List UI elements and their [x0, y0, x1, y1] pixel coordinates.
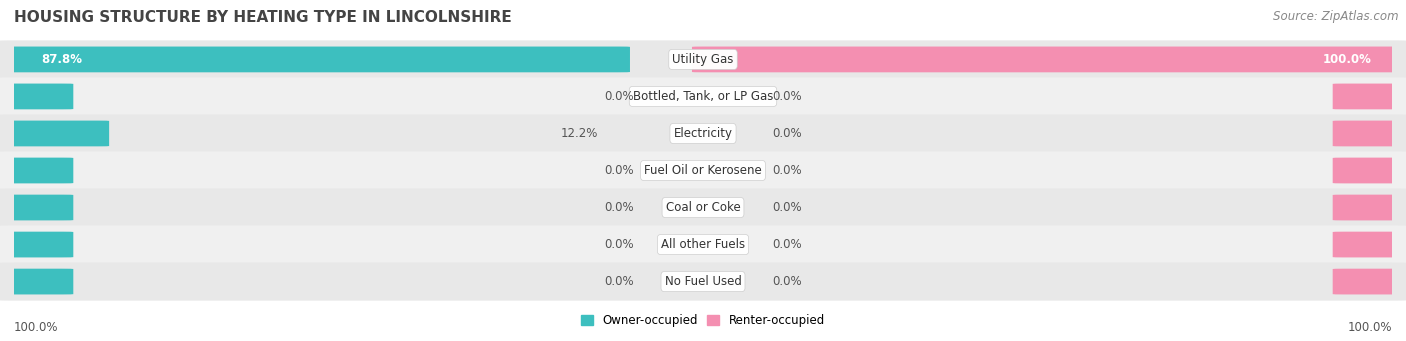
Text: 12.2%: 12.2%: [561, 127, 599, 140]
Text: 0.0%: 0.0%: [772, 238, 801, 251]
FancyBboxPatch shape: [3, 232, 73, 257]
Text: 0.0%: 0.0%: [772, 164, 801, 177]
FancyBboxPatch shape: [1333, 158, 1403, 183]
FancyBboxPatch shape: [692, 47, 1403, 72]
Text: 0.0%: 0.0%: [605, 90, 634, 103]
Text: 0.0%: 0.0%: [772, 127, 801, 140]
FancyBboxPatch shape: [0, 225, 1406, 264]
Text: Source: ZipAtlas.com: Source: ZipAtlas.com: [1274, 10, 1399, 23]
Text: 100.0%: 100.0%: [14, 321, 59, 334]
Text: Bottled, Tank, or LP Gas: Bottled, Tank, or LP Gas: [633, 90, 773, 103]
Text: 0.0%: 0.0%: [605, 238, 634, 251]
Text: 0.0%: 0.0%: [605, 164, 634, 177]
Text: HOUSING STRUCTURE BY HEATING TYPE IN LINCOLNSHIRE: HOUSING STRUCTURE BY HEATING TYPE IN LIN…: [14, 10, 512, 25]
FancyBboxPatch shape: [3, 195, 73, 220]
Text: 87.8%: 87.8%: [42, 53, 83, 66]
Text: 100.0%: 100.0%: [1347, 321, 1392, 334]
FancyBboxPatch shape: [0, 40, 1406, 78]
Text: 0.0%: 0.0%: [605, 275, 634, 288]
Text: Electricity: Electricity: [673, 127, 733, 140]
FancyBboxPatch shape: [1333, 269, 1403, 294]
FancyBboxPatch shape: [0, 77, 1406, 116]
FancyBboxPatch shape: [1333, 84, 1403, 109]
FancyBboxPatch shape: [0, 263, 1406, 301]
Text: 0.0%: 0.0%: [605, 201, 634, 214]
Text: 0.0%: 0.0%: [772, 275, 801, 288]
Text: All other Fuels: All other Fuels: [661, 238, 745, 251]
Text: 100.0%: 100.0%: [1323, 53, 1371, 66]
FancyBboxPatch shape: [3, 47, 630, 72]
Text: 0.0%: 0.0%: [772, 201, 801, 214]
FancyBboxPatch shape: [0, 151, 1406, 190]
FancyBboxPatch shape: [1333, 121, 1403, 146]
Text: Utility Gas: Utility Gas: [672, 53, 734, 66]
FancyBboxPatch shape: [3, 121, 110, 146]
Text: 0.0%: 0.0%: [772, 90, 801, 103]
FancyBboxPatch shape: [0, 115, 1406, 152]
FancyBboxPatch shape: [3, 269, 73, 294]
Text: No Fuel Used: No Fuel Used: [665, 275, 741, 288]
Text: Coal or Coke: Coal or Coke: [665, 201, 741, 214]
FancyBboxPatch shape: [3, 84, 73, 109]
FancyBboxPatch shape: [0, 189, 1406, 226]
FancyBboxPatch shape: [1333, 195, 1403, 220]
Legend: Owner-occupied, Renter-occupied: Owner-occupied, Renter-occupied: [576, 309, 830, 332]
FancyBboxPatch shape: [1333, 232, 1403, 257]
FancyBboxPatch shape: [3, 158, 73, 183]
Text: Fuel Oil or Kerosene: Fuel Oil or Kerosene: [644, 164, 762, 177]
